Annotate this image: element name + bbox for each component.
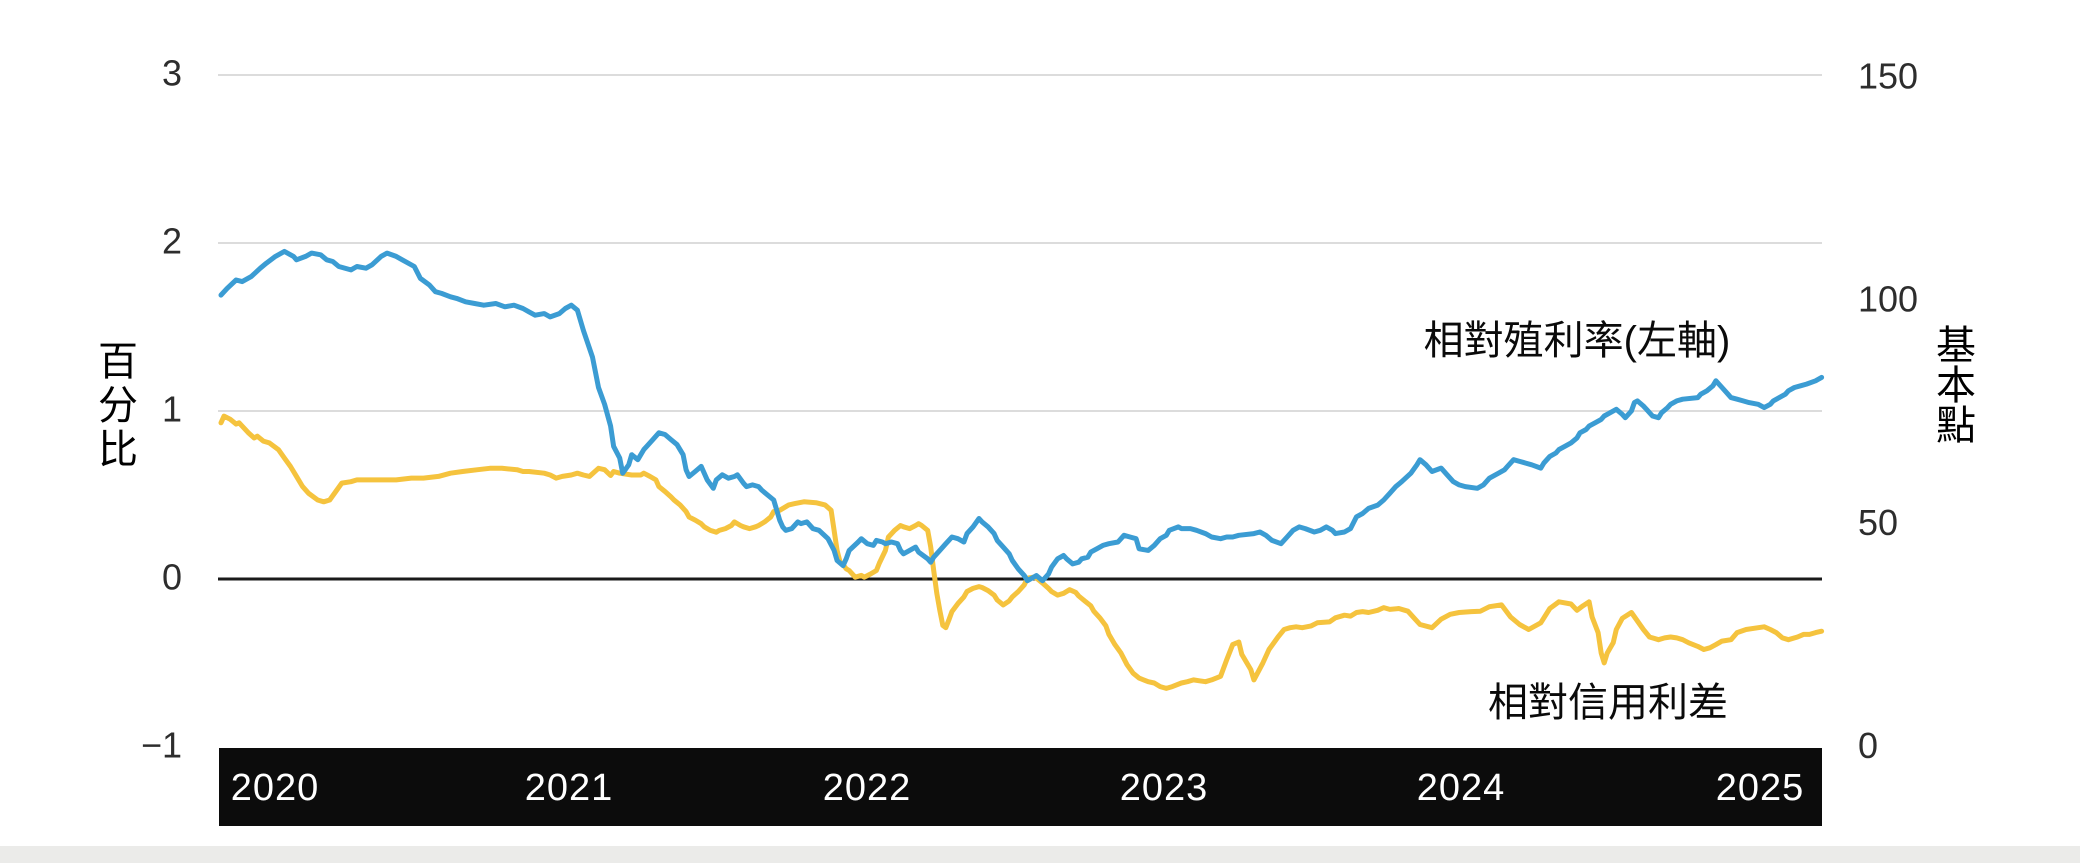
year-label-2022: 2022 (823, 767, 912, 809)
right-axis-title-char-3: 點 (1936, 404, 1976, 448)
left-axis-title-char-1: 百 (98, 340, 138, 384)
year-label-2025: 2025 (1716, 767, 1805, 809)
right-tick-50: 50 (1858, 502, 1898, 543)
year-label-2020: 2020 (231, 767, 320, 809)
left-axis-title-char-3: 比 (98, 428, 138, 472)
year-label-2024: 2024 (1417, 767, 1506, 809)
right-axis-title-char-2: 本 (1936, 364, 1976, 408)
right-tick-0: 0 (1858, 725, 1878, 766)
right-axis-title: 基本點 (1936, 324, 1976, 448)
left-tick-1: 1 (162, 389, 182, 430)
left-tick-0: 0 (162, 557, 182, 598)
left-axis-title: 百分比 (98, 340, 138, 472)
gridlines (218, 74, 1822, 581)
right-axis-title-char-1: 基 (1936, 324, 1976, 368)
x-axis-year-labels: 2020 2021 2022 2023 2024 2025 (231, 767, 1805, 809)
left-tick-3: 3 (162, 53, 182, 94)
left-axis-title-char-2: 分 (98, 384, 138, 428)
left-tick-−1: −1 (141, 725, 182, 766)
left-axis-tick-labels: 3 2 1 0 −1 (141, 53, 182, 766)
right-axis-tick-labels: 150 100 50 0 (1858, 56, 1918, 766)
left-tick-2: 2 (162, 221, 182, 262)
footer-strip (0, 846, 2080, 863)
relative-yield-series-label: 相對殖利率(左軸) (1424, 319, 1731, 363)
relative-yield-line (218, 248, 1825, 584)
series-lines (218, 248, 1825, 691)
x-axis-bar (219, 748, 1822, 826)
year-label-2021: 2021 (525, 767, 614, 809)
right-tick-100: 100 (1858, 279, 1918, 320)
credit-spread-line (218, 413, 1825, 691)
year-label-2023: 2023 (1120, 767, 1209, 809)
credit-spread-series-label: 相對信用利差 (1488, 681, 1728, 725)
right-tick-150: 150 (1858, 56, 1918, 97)
